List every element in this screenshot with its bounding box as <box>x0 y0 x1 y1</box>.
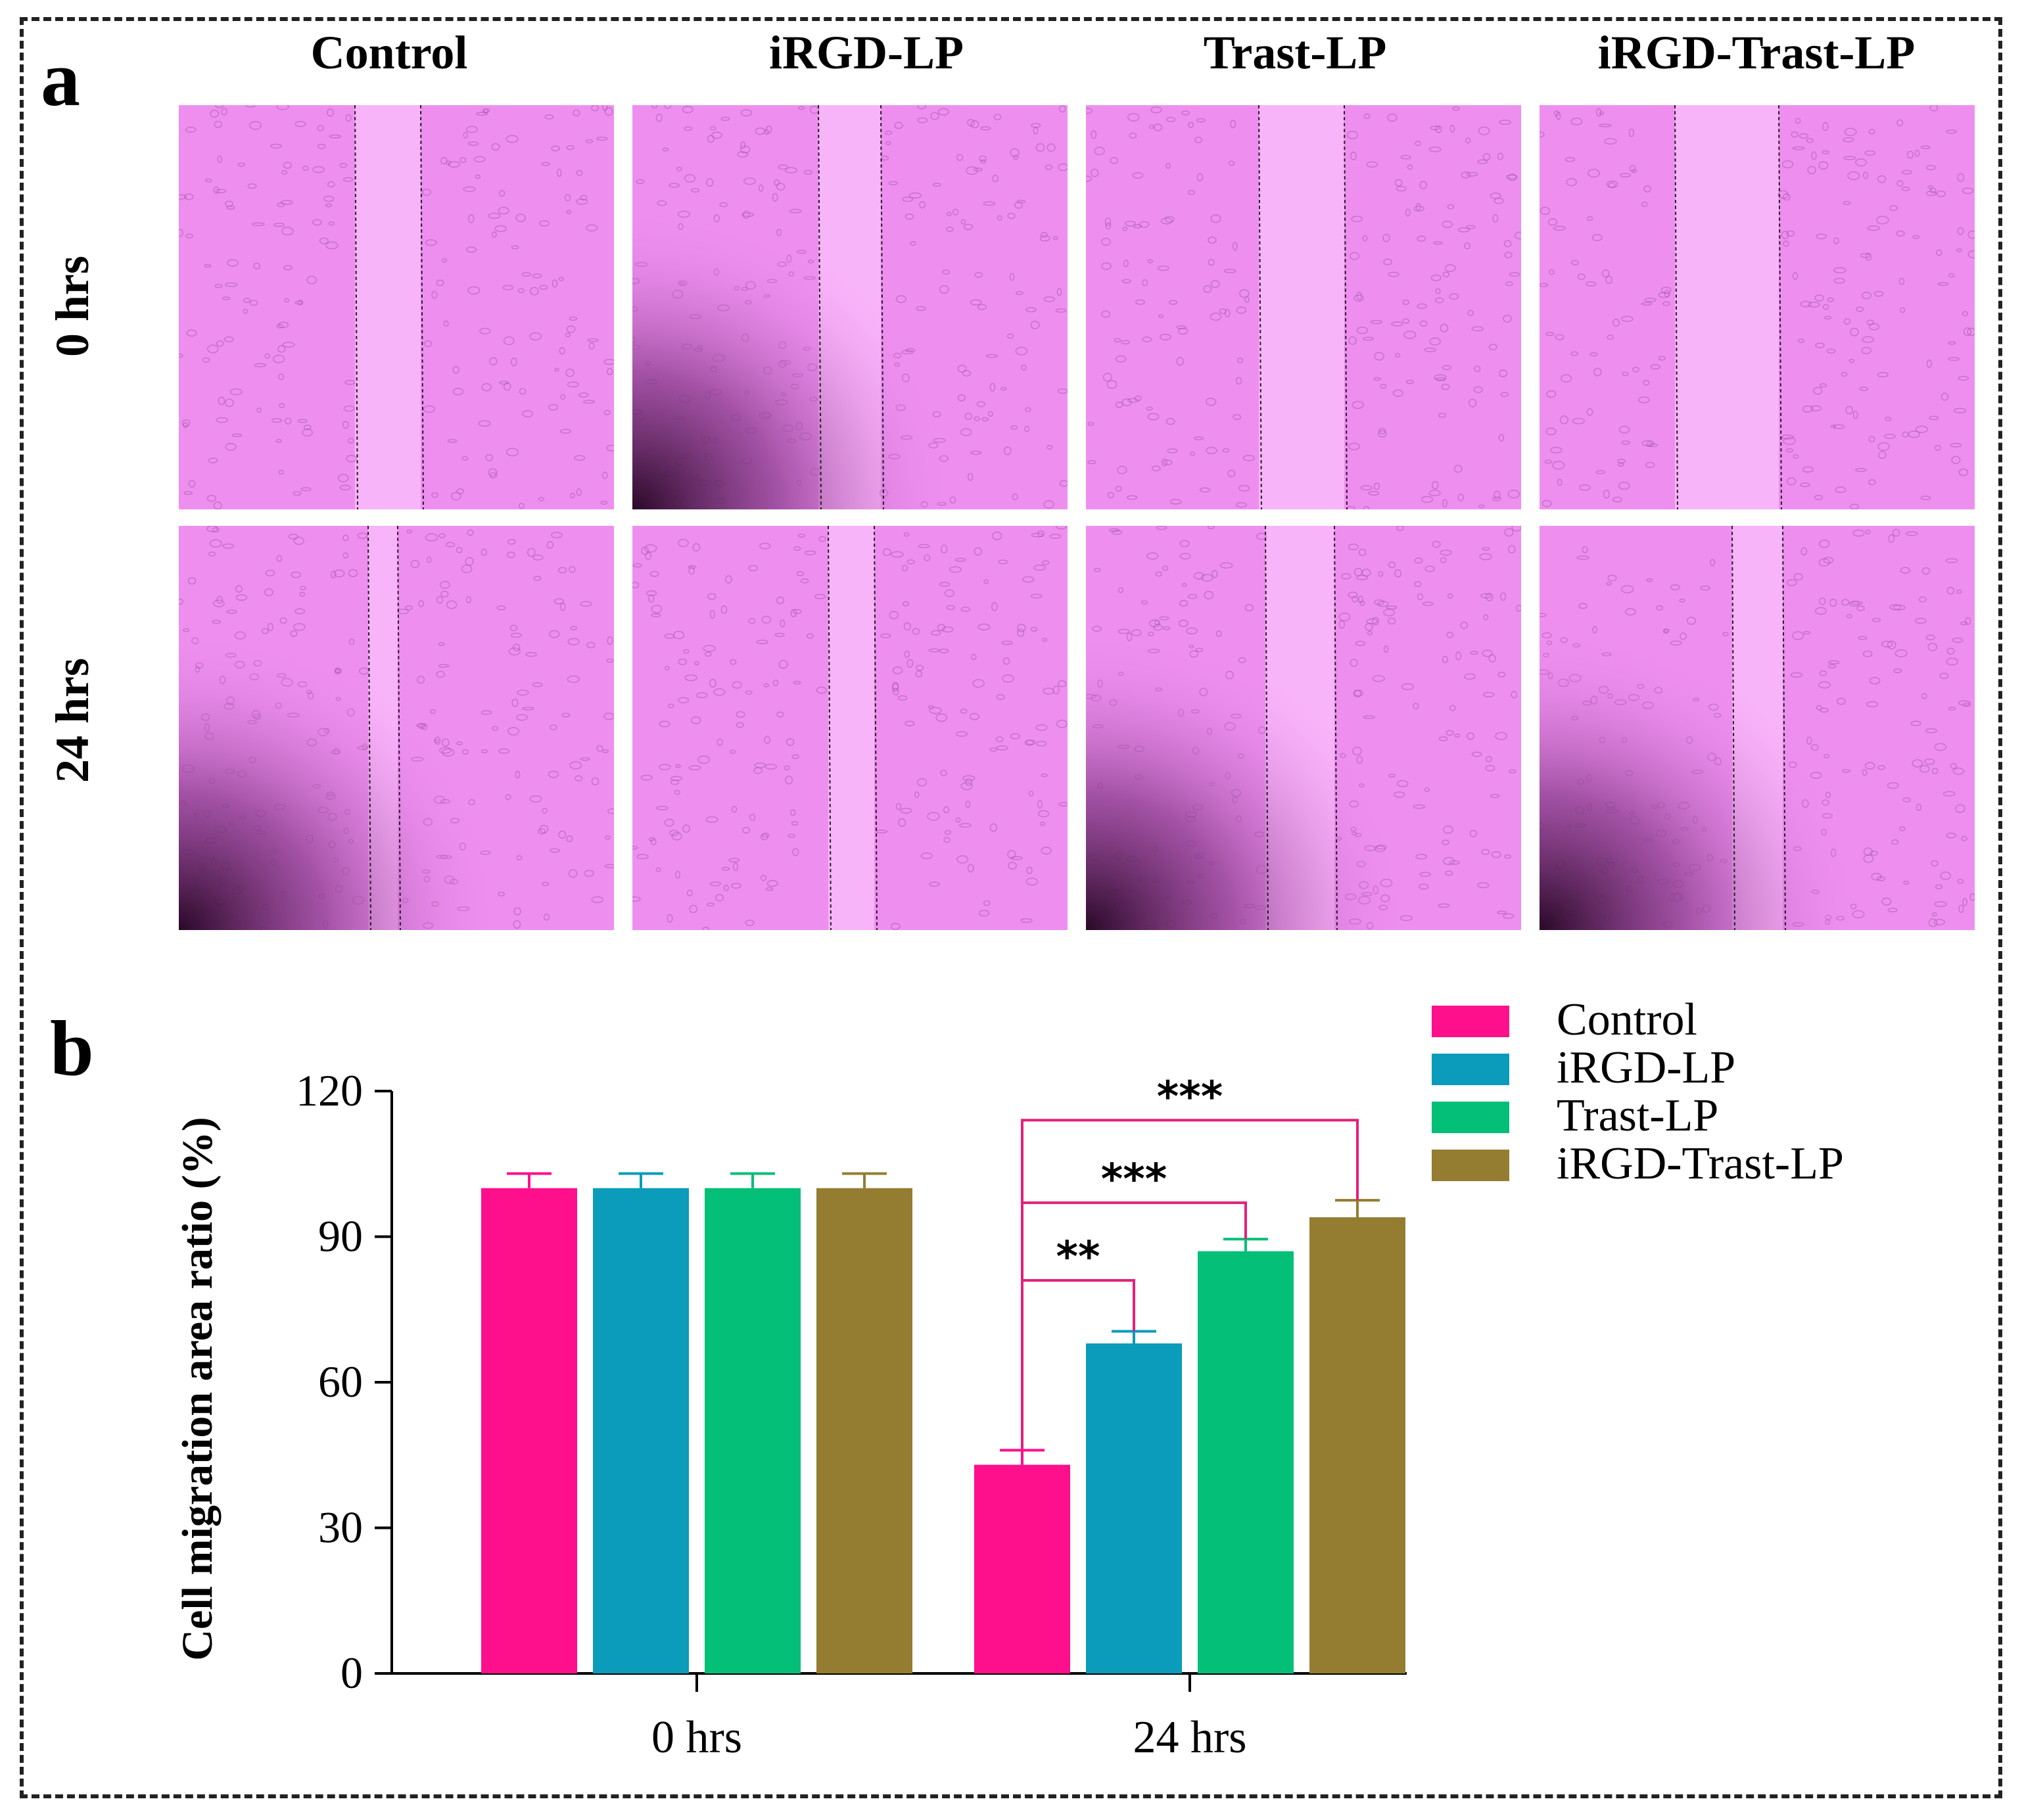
legend-swatch-irgd-trast-lp <box>1432 1150 1509 1181</box>
bar-control-0-hrs <box>481 1188 577 1673</box>
x-tick-label: 0 hrs <box>651 1712 742 1763</box>
significance-label-3: *** <box>1157 1073 1223 1121</box>
significance-bracket-3 <box>1021 1119 1359 1451</box>
column-header-irgd-trast-lp: iRGD-Trast-LP <box>1597 26 1916 79</box>
panel-a-letter: a <box>41 35 80 122</box>
legend-label-trast-lp: Trast-LP <box>1557 1090 1718 1141</box>
panel-b-letter: b <box>50 1004 94 1092</box>
y-tick-label: 30 <box>318 1503 363 1552</box>
legend-swatch-control <box>1432 1006 1509 1037</box>
bar-trast-lp-24-hrs <box>1198 1251 1294 1673</box>
figure-frame <box>20 17 2002 1798</box>
micrograph-control-0hrs <box>179 105 614 509</box>
x-tick-label: 24 hrs <box>1133 1712 1246 1763</box>
bar-irgd-lp-24-hrs <box>1086 1343 1182 1673</box>
column-header-irgd-lp: iRGD-LP <box>769 26 964 79</box>
bar-irgd-lp-0-hrs <box>593 1188 689 1673</box>
legend-swatch-irgd-lp <box>1432 1054 1509 1085</box>
micrograph-irgd-trast-lp-0hrs <box>1540 105 1975 509</box>
legend-swatch-trast-lp <box>1432 1102 1509 1133</box>
legend-label-control: Control <box>1557 994 1697 1045</box>
bar-control-24-hrs <box>974 1464 1070 1673</box>
micrograph-irgd-lp-24hrs <box>632 526 1068 930</box>
bar-trast-lp-0-hrs <box>705 1188 801 1673</box>
legend-label-irgd-trast-lp: iRGD-Trast-LP <box>1557 1138 1844 1189</box>
y-tick-label: 90 <box>318 1211 363 1261</box>
legend-label-irgd-lp: iRGD-LP <box>1557 1042 1735 1093</box>
y-tick-label: 60 <box>318 1357 363 1407</box>
significance-label-1: ** <box>1056 1233 1100 1282</box>
y-axis-label: Cell migration area ratio (%) <box>174 1117 222 1660</box>
micrograph-irgd-trast-lp-24hrs <box>1540 526 1975 930</box>
column-header-trast-lp: Trast-LP <box>1203 26 1387 79</box>
y-tick-label: 0 <box>341 1648 363 1698</box>
micrograph-trast-lp-24hrs <box>1086 526 1521 930</box>
significance-label-2: *** <box>1101 1155 1167 1204</box>
column-header-control: Control <box>310 26 468 79</box>
micrograph-control-24hrs <box>179 526 614 930</box>
bar-irgd-trast-lp-0-hrs <box>816 1188 912 1673</box>
micrograph-trast-lp-0hrs <box>1086 105 1521 509</box>
micrograph-irgd-lp-0hrs <box>632 105 1068 509</box>
y-tick-label: 120 <box>296 1065 363 1115</box>
bar-irgd-trast-lp-24-hrs <box>1309 1217 1405 1673</box>
